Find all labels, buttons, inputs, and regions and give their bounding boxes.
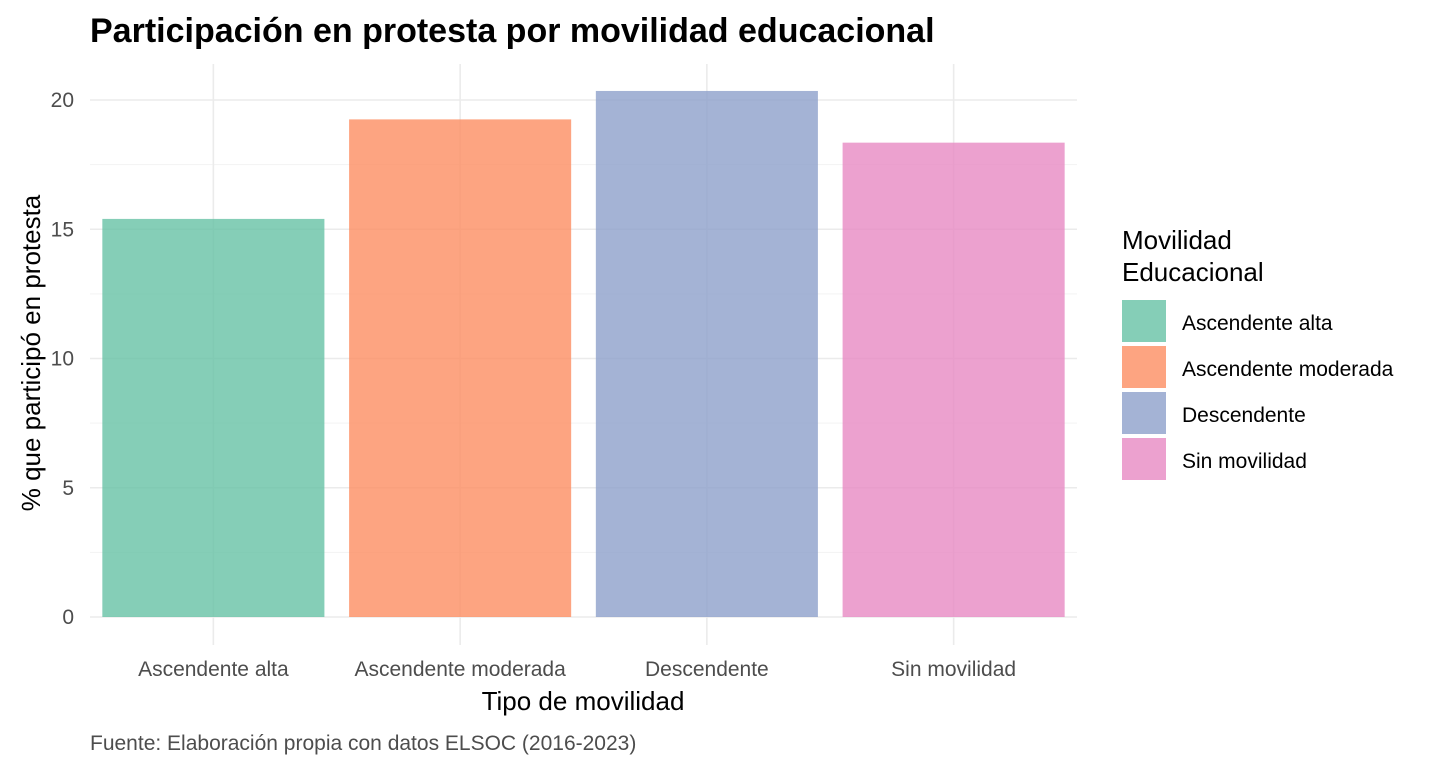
y-tick-label: 5 (62, 477, 74, 500)
legend: Movilidad Educacional Ascendente altaAsc… (1122, 225, 1394, 480)
y-tick-label: 0 (62, 606, 74, 629)
bar-sin-movilidad (842, 142, 1065, 617)
x-axis-title: Tipo de movilidad (482, 686, 685, 716)
legend-key (1122, 438, 1166, 480)
chart-title: Participación en protesta por movilidad … (90, 12, 935, 50)
y-tick-label: 20 (51, 89, 74, 112)
legend-label: Sin movilidad (1182, 450, 1307, 473)
x-tick-label: Sin movilidad (891, 658, 1016, 681)
legend-items: Ascendente alta Ascendente moderada Descen… (1122, 300, 1394, 480)
bar-ascendente-alta (102, 218, 325, 617)
legend-label: Descendente (1182, 404, 1306, 427)
x-axis-ticks: Ascendente alta Ascendente moderada Descen… (138, 658, 1016, 681)
x-tick-label: Descendente (645, 658, 769, 681)
legend-label: Ascendente alta (1182, 312, 1333, 335)
y-axis-title: % que participó en protesta (16, 194, 46, 511)
legend-title-line-1: Movilidad (1122, 225, 1232, 255)
y-tick-label: 10 (51, 348, 74, 371)
legend-key (1122, 346, 1166, 388)
legend-title-line-2: Educacional (1122, 257, 1264, 287)
legend-key (1122, 300, 1166, 342)
chart-caption: Fuente: Elaboración propia con datos ELS… (90, 732, 636, 755)
y-tick-label: 15 (51, 218, 74, 241)
bar-descendente (595, 90, 818, 617)
legend-label: Ascendente moderada (1182, 358, 1394, 381)
bars-group (102, 90, 1065, 617)
bar-ascendente-moderada (349, 119, 572, 617)
x-tick-label: Ascendente alta (138, 658, 289, 681)
y-axis-ticks: 0 5 10 15 20 (51, 89, 74, 629)
x-tick-label: Ascendente moderada (354, 658, 566, 681)
legend-key (1122, 392, 1166, 434)
